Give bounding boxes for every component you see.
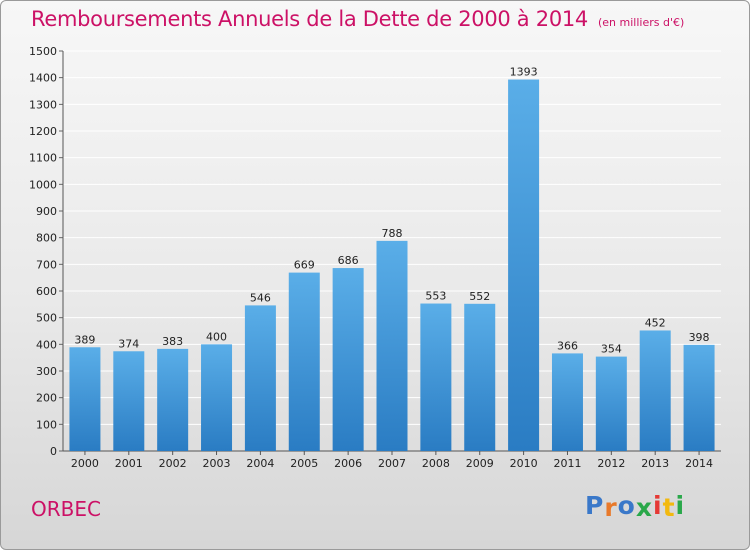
data-label: 546	[250, 291, 271, 304]
data-label: 1393	[510, 66, 538, 79]
data-label: 686	[338, 254, 359, 267]
bar	[639, 330, 671, 451]
x-tick-label: 2000	[71, 457, 99, 470]
x-tick-label: 2014	[685, 457, 713, 470]
y-tick-label: 700	[36, 258, 57, 271]
x-tick-label: 2005	[290, 457, 318, 470]
bar	[508, 79, 540, 452]
bar	[595, 356, 627, 451]
bar	[683, 344, 715, 451]
bar	[69, 347, 101, 451]
bar	[244, 305, 276, 451]
commune-name: ORBEC	[31, 497, 101, 521]
y-tick-label: 300	[36, 365, 57, 378]
chart-title-text: Remboursements Annuels de la Dette de 20…	[31, 7, 588, 31]
y-tick-label: 1400	[29, 72, 57, 85]
bar	[157, 348, 189, 451]
y-tick-label: 0	[50, 445, 57, 458]
x-tick-label: 2012	[597, 457, 625, 470]
data-label: 553	[425, 290, 446, 303]
proxiti-logo: Proxiti	[585, 491, 686, 522]
data-label: 354	[601, 343, 622, 356]
data-label: 552	[469, 290, 490, 303]
bar	[551, 353, 583, 451]
y-tick-label: 800	[36, 232, 57, 245]
x-tick-label: 2010	[510, 457, 538, 470]
x-tick-label: 2009	[466, 457, 494, 470]
bar	[376, 240, 408, 451]
bar	[288, 272, 320, 451]
y-tick-label: 1200	[29, 125, 57, 138]
data-label: 389	[74, 333, 95, 346]
y-tick-label: 600	[36, 285, 57, 298]
y-tick-label: 1100	[29, 152, 57, 165]
data-label: 400	[206, 330, 227, 343]
y-tick-label: 500	[36, 312, 57, 325]
data-label: 374	[118, 337, 139, 350]
y-tick-label: 900	[36, 205, 57, 218]
x-tick-label: 2002	[159, 457, 187, 470]
data-label: 383	[162, 335, 183, 348]
x-tick-label: 2007	[378, 457, 406, 470]
chart-title: Remboursements Annuels de la Dette de 20…	[31, 7, 684, 31]
bar	[201, 344, 233, 451]
y-tick-label: 1000	[29, 178, 57, 191]
y-tick-label: 100	[36, 418, 57, 431]
x-tick-label: 2011	[553, 457, 581, 470]
x-tick-label: 2006	[334, 457, 362, 470]
bar	[464, 303, 496, 451]
data-label: 366	[557, 339, 578, 352]
bar	[332, 268, 364, 451]
y-tick-label: 1500	[29, 45, 57, 58]
y-tick-label: 200	[36, 392, 57, 405]
x-tick-label: 2004	[246, 457, 274, 470]
bar	[113, 351, 145, 451]
x-tick-label: 2001	[115, 457, 143, 470]
data-label: 398	[689, 331, 710, 344]
x-tick-label: 2013	[641, 457, 669, 470]
x-tick-label: 2003	[203, 457, 231, 470]
x-tick-label: 2008	[422, 457, 450, 470]
bar	[420, 303, 452, 451]
chart-unit: (en milliers d'€)	[598, 16, 685, 29]
y-tick-label: 400	[36, 338, 57, 351]
data-label: 788	[382, 227, 403, 240]
data-label: 452	[645, 316, 666, 329]
data-label: 669	[294, 259, 315, 272]
y-tick-label: 1300	[29, 98, 57, 111]
